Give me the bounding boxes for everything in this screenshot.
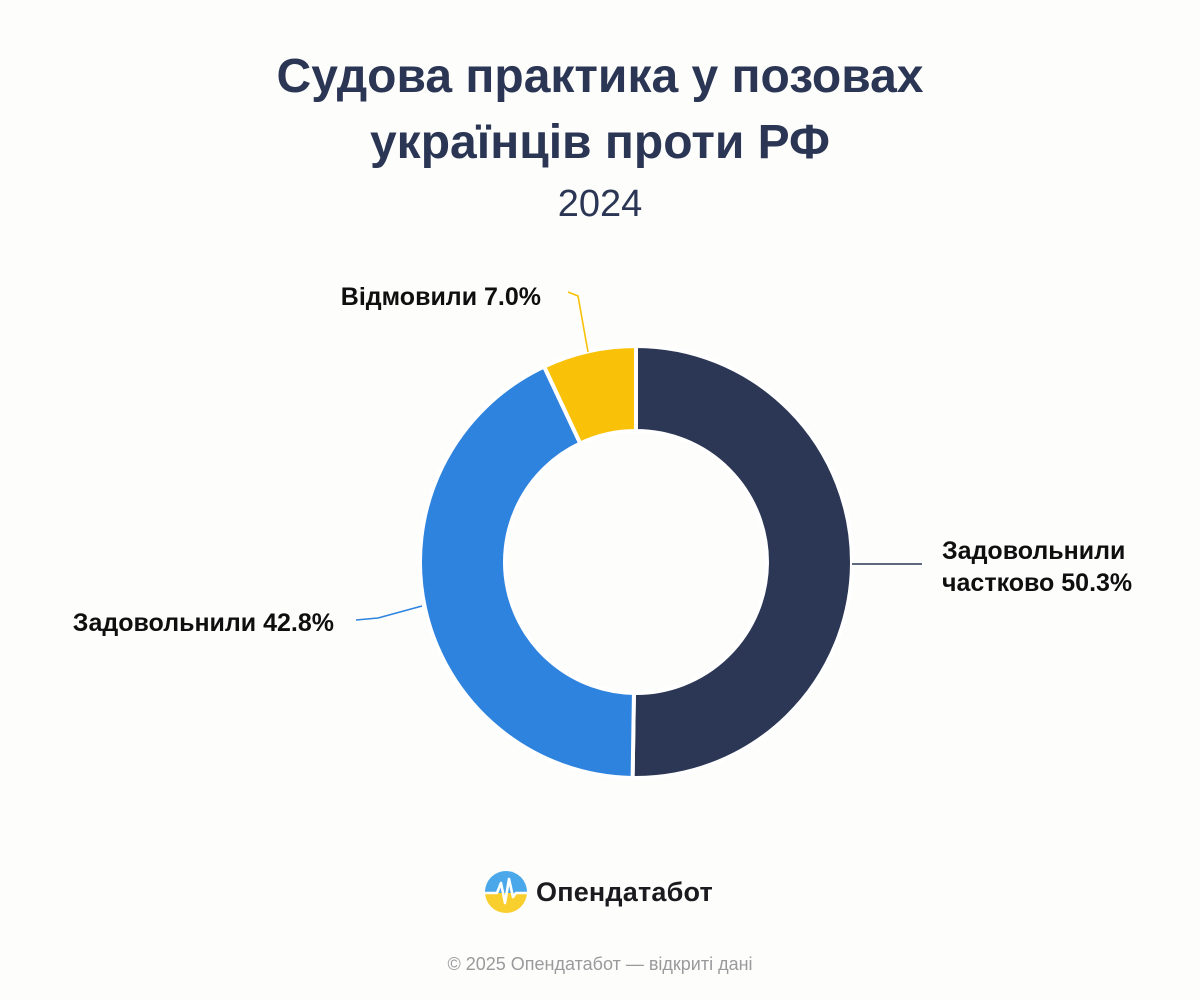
donut-slice-1 (630, 344, 855, 780)
chart-title-line-1: Судова практика у позовах (276, 50, 924, 103)
copyright-footer: © 2025 Опендатабот — відкриті дані (447, 954, 753, 974)
slice-label-3-line-1: Відмовили 7.0% (341, 283, 541, 311)
leader-line-3 (567, 291, 589, 353)
leader-line-2 (355, 605, 423, 621)
slice-label-1-line-1: Задовольнили (942, 537, 1125, 565)
donut-slice-3 (542, 344, 638, 446)
donut-slice-2 (418, 364, 636, 780)
donut-slices (418, 344, 855, 780)
slice-labels: Задовольнили частково 50.3% Задовольнили 4… (73, 283, 1132, 637)
donut-chart: Задовольнили частково 50.3% Задовольнили 4… (73, 283, 1132, 780)
chart-title: Судова практика у позовах українців прот… (0, 44, 1200, 176)
brand-logo: Опендатабот (484, 870, 713, 914)
brand-name: Опендатабот (536, 876, 713, 907)
slice-label-2-line-1: Задовольнили 42.8% (73, 609, 334, 637)
slice-label-1-line-2: частково 50.3% (942, 569, 1132, 597)
chart-title-line-2: українців проти РФ (369, 116, 831, 169)
label-leader-lines (355, 291, 922, 621)
opendatabot-logo-icon (485, 871, 527, 913)
chart-subtitle: 2024 (557, 183, 643, 225)
